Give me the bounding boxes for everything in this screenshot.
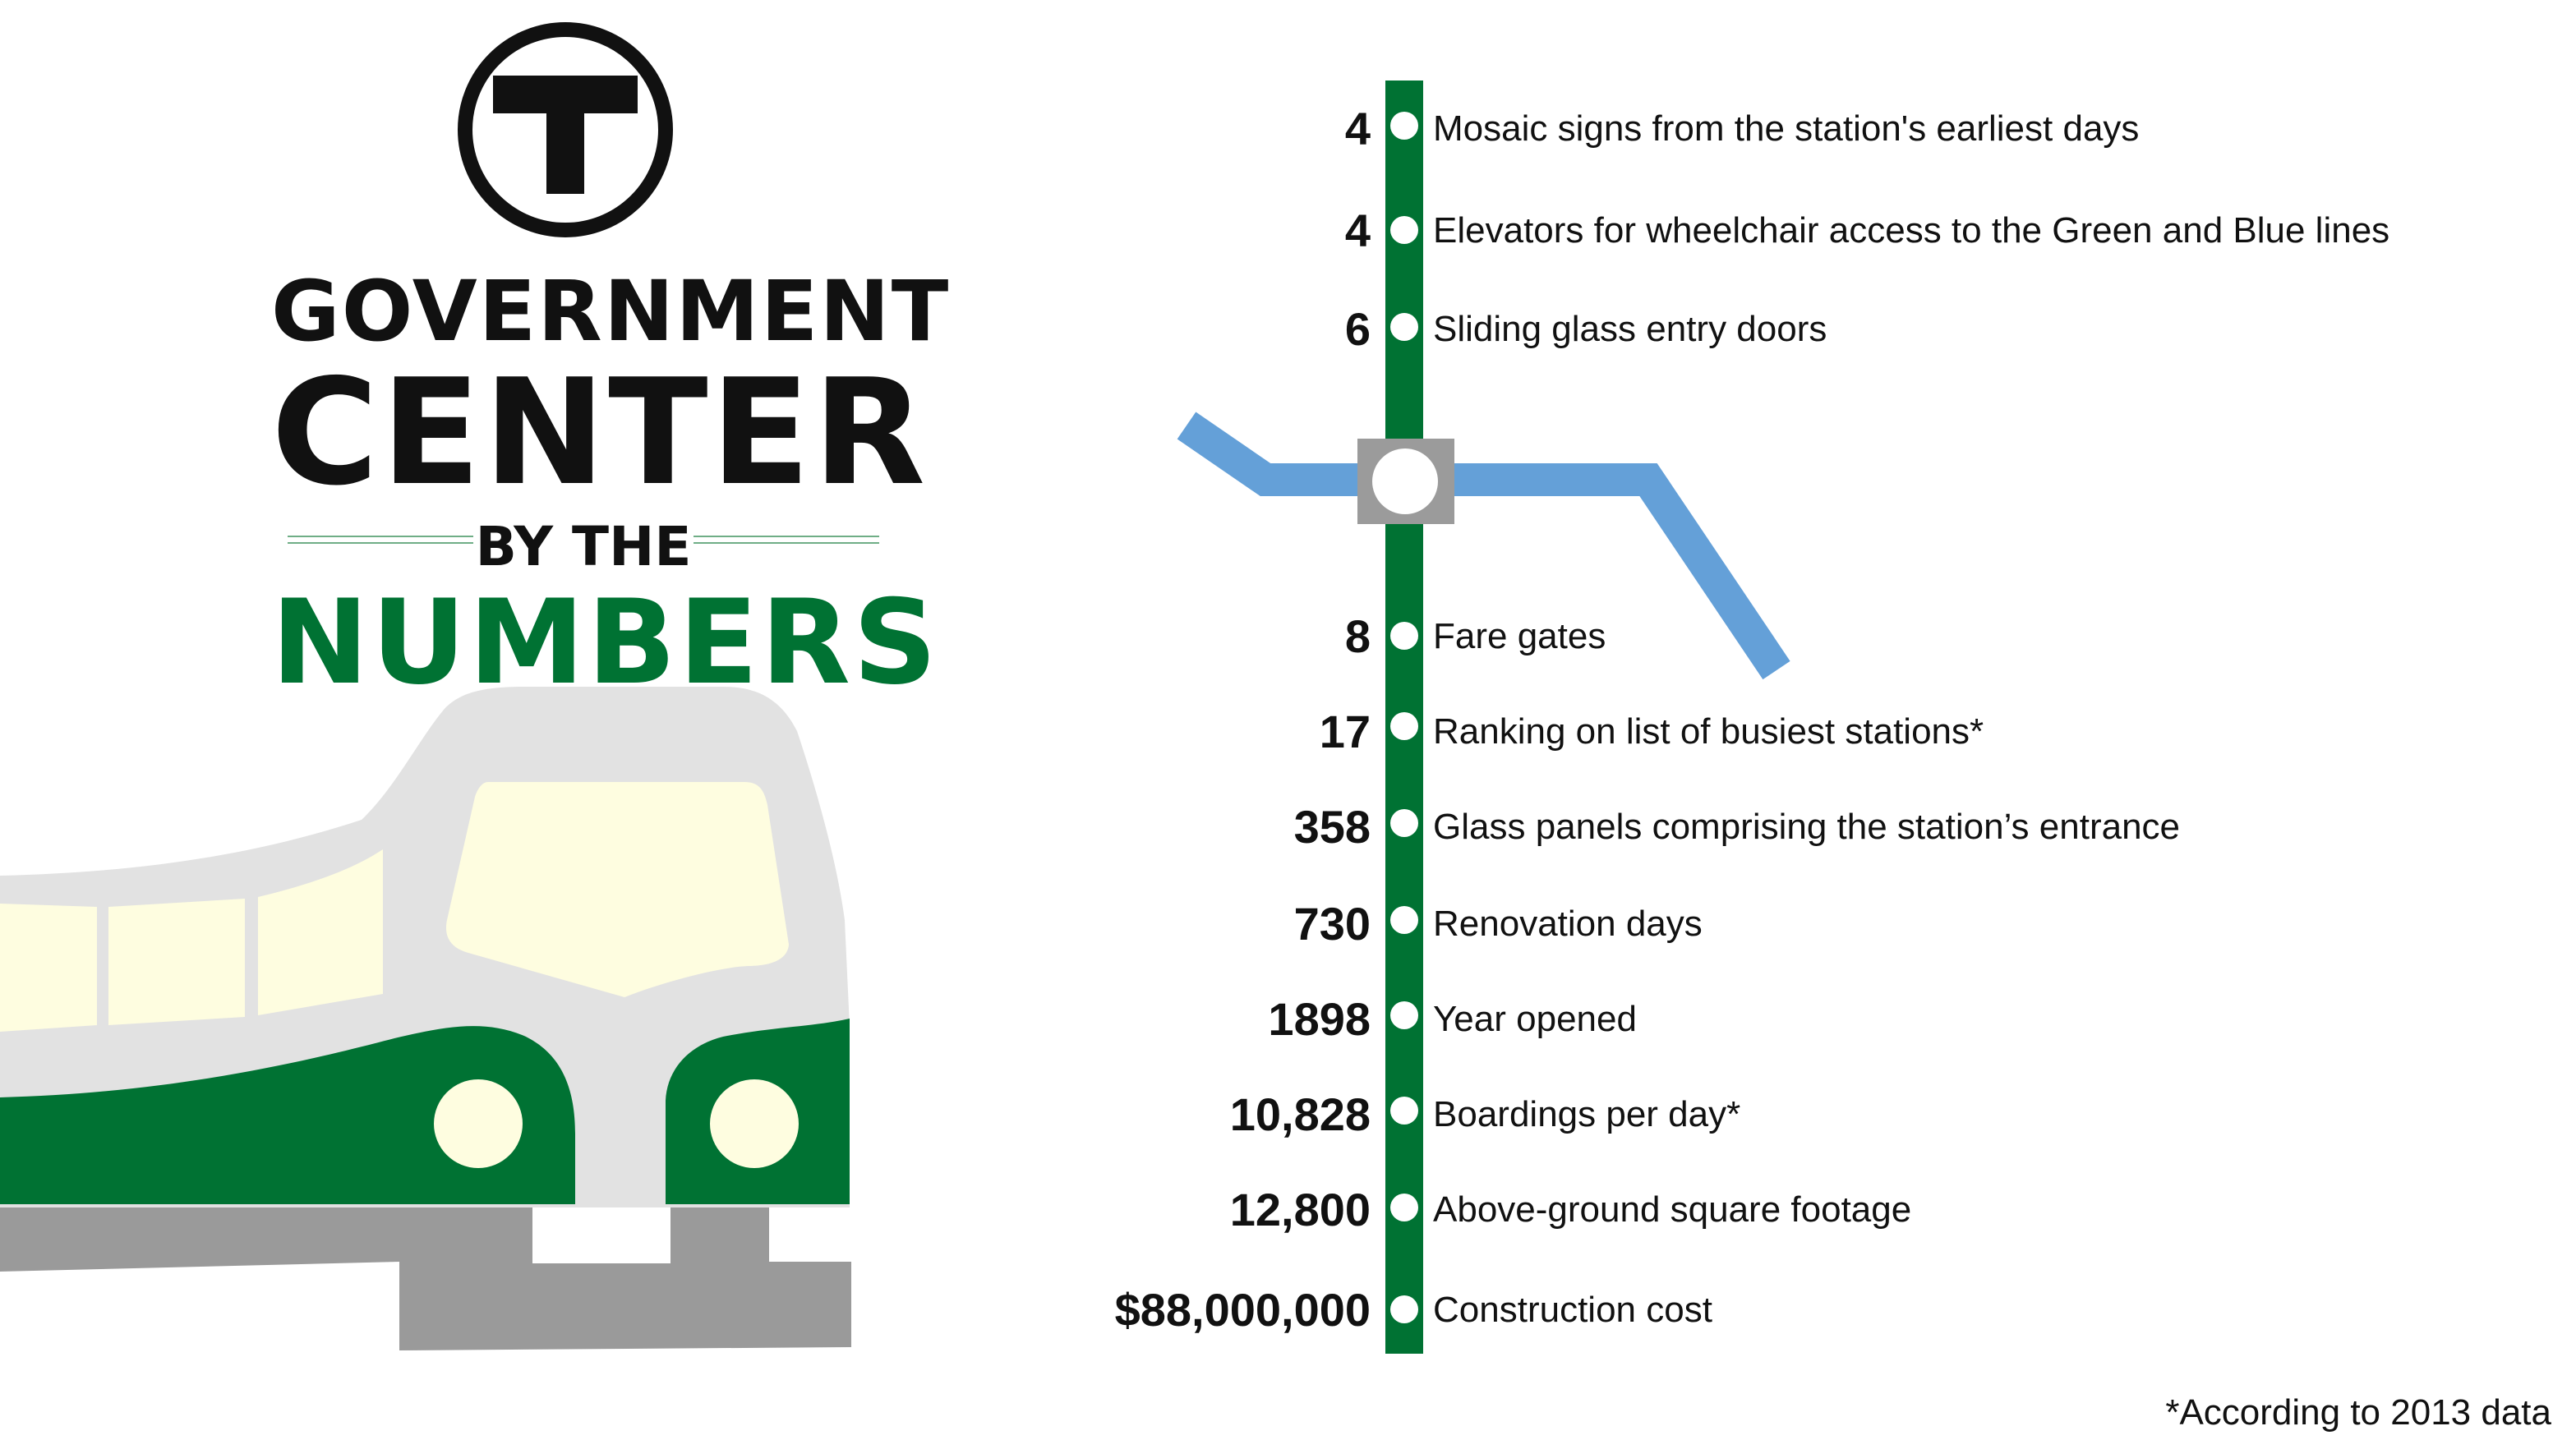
stop-dot: [1390, 1097, 1418, 1125]
side-window: [0, 904, 97, 1032]
stat-number: 8: [1344, 610, 1371, 662]
stat-label: Glass panels comprising the station’s en…: [1433, 807, 2181, 847]
headlight-left: [434, 1079, 523, 1168]
stat-number: 4: [1344, 103, 1371, 154]
stop-dot: [1390, 1194, 1418, 1221]
stat-row-square-footage: 12,800 Above-ground square footage: [904, 1173, 2514, 1247]
stat-row-glass-panels: 358 Glass panels comprising the station’…: [904, 790, 2514, 864]
mbta-t-logo: [458, 22, 673, 237]
stat-number: 358: [1293, 801, 1371, 853]
title-numbers: NUMBERS: [271, 575, 940, 711]
stat-label: Sliding glass entry doors: [1433, 309, 1827, 349]
title-center: CENTER: [271, 347, 929, 518]
station-marker-dot: [1372, 448, 1438, 514]
stat-row-mosaic-signs: 4 Mosaic signs from the station's earlie…: [904, 92, 2514, 166]
stat-row-elevators: 4 Elevators for wheelchair access to the…: [904, 194, 2514, 268]
stat-label: Fare gates: [1433, 616, 1606, 656]
stop-dot: [1390, 1001, 1418, 1029]
stat-number: 4: [1344, 205, 1371, 256]
stat-label: Elevators for wheelchair access to the G…: [1433, 210, 2390, 251]
title-block: GOVERNMENT CENTER BY THE NUMBERS: [271, 263, 951, 711]
title-by-the-row: BY THE: [271, 513, 896, 582]
stat-number: 12,800: [1229, 1184, 1371, 1235]
title-government: GOVERNMENT: [271, 263, 951, 361]
stat-label: Ranking on list of busiest stations*: [1433, 711, 1984, 752]
stop-dot: [1390, 809, 1418, 837]
stat-row-ranking: 17 Ranking on list of busiest stations*: [904, 695, 2514, 769]
headlight-right: [710, 1079, 799, 1168]
stat-number: 17: [1319, 706, 1371, 757]
stat-label: Renovation days: [1433, 904, 1703, 944]
stat-row-year-opened: 1898 Year opened: [904, 982, 2514, 1056]
stat-row-doors: 6 Sliding glass entry doors: [904, 292, 2514, 366]
stat-row-fare-gates: 8 Fare gates: [904, 600, 2514, 674]
stat-number: $88,000,000: [1114, 1284, 1371, 1336]
green-line-train-illustration: [0, 687, 851, 1350]
stop-dot: [1390, 712, 1418, 740]
stop-dot: [1390, 622, 1418, 650]
front-windshield: [446, 782, 789, 997]
stop-dot: [1390, 112, 1418, 140]
side-window: [108, 899, 245, 1025]
title-rule-left: [288, 536, 473, 552]
train-bumper: [532, 1199, 670, 1263]
stat-label: Mosaic signs from the station's earliest…: [1433, 108, 2140, 149]
stop-dot: [1390, 906, 1418, 934]
title-by-the: BY THE: [475, 515, 692, 578]
footnote: *According to 2013 data: [2165, 1392, 2551, 1433]
train-green-band: [0, 1026, 575, 1204]
stop-dot: [1390, 313, 1418, 341]
stat-row-renovation-days: 730 Renovation days: [904, 887, 2514, 961]
stat-label: Construction cost: [1433, 1290, 1712, 1330]
stat-number: 10,828: [1229, 1088, 1371, 1140]
side-window: [258, 849, 383, 1015]
stop-dot: [1390, 1295, 1418, 1323]
title-rule-right: [694, 536, 879, 552]
stat-number: 1898: [1268, 993, 1371, 1045]
stat-number: 6: [1344, 303, 1371, 355]
stat-label: Year opened: [1433, 999, 1637, 1039]
stat-label: Above-ground square footage: [1433, 1189, 1912, 1230]
stat-row-boardings: 10,828 Boardings per day*: [904, 1078, 2514, 1152]
stop-dot: [1390, 216, 1418, 244]
stat-number: 730: [1293, 898, 1371, 950]
stat-label: Boardings per day*: [1433, 1094, 1741, 1134]
blue-line: [1177, 412, 1790, 680]
stat-row-construction-cost: $88,000,000 Construction cost: [904, 1273, 2514, 1347]
